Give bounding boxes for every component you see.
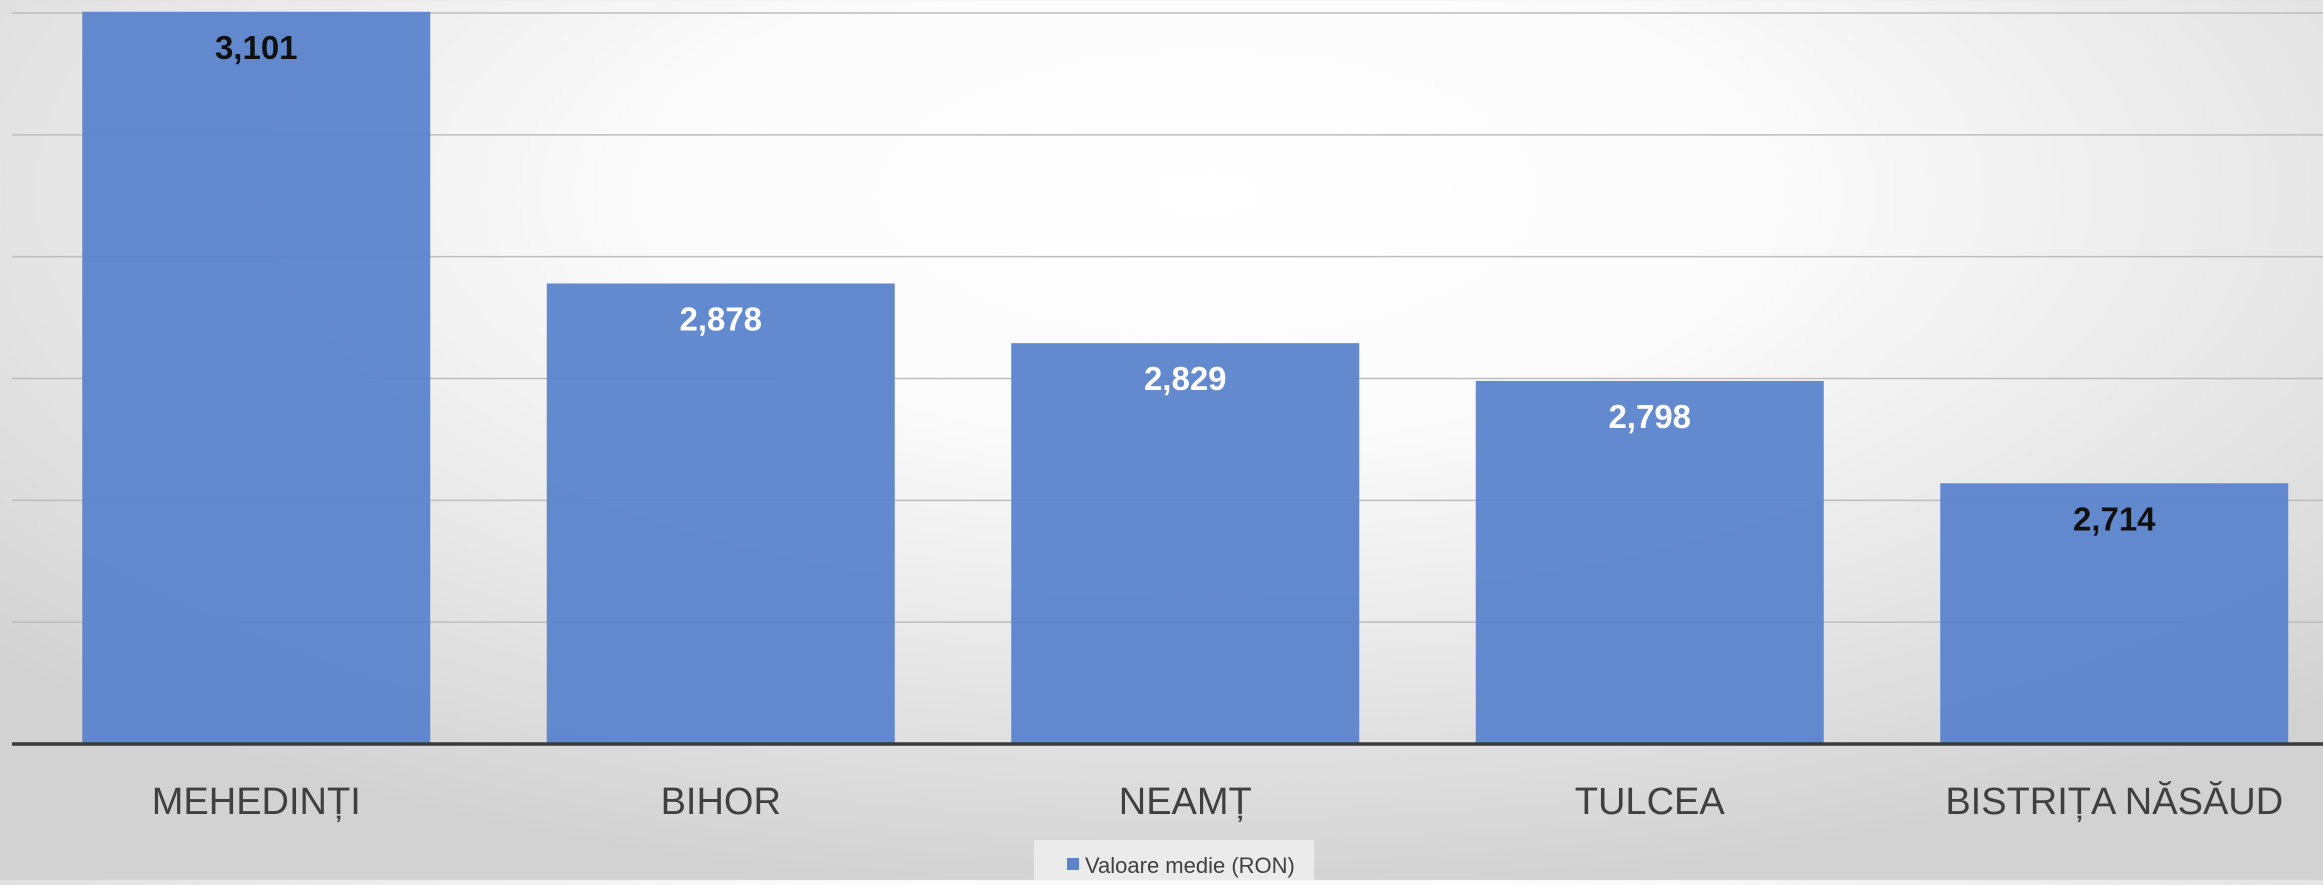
data-label: 2,714 [2073,500,2156,537]
data-labels: 3,101 2,878 2,829 2,798 2,714 [215,29,2156,537]
category-labels: MEHEDINȚI BIHOR NEAMȚ TULCEA BISTRIȚA NĂSĂUD [152,780,2283,823]
category-label: NEAMȚ [1119,781,1252,823]
category-label: TULCEA [1575,781,1726,823]
data-label: 3,101 [215,29,298,66]
data-label: 2,878 [679,300,762,337]
category-label: BIHOR [661,781,781,823]
data-label: 2,829 [1144,360,1227,397]
data-label: 2,798 [1608,398,1691,435]
legend-swatch [1067,858,1079,870]
category-label: BISTRIȚA NĂSĂUD [1945,780,2283,823]
bar [82,11,431,744]
bars [82,11,2289,744]
bar [546,283,895,744]
bar [1940,483,2289,744]
bar [1011,343,1360,744]
legend-background [1034,840,1314,880]
legend: Valoare medie (RON) [1034,840,1314,880]
category-label: MEHEDINȚI [152,781,361,823]
bar [1475,380,1824,744]
legend-label: Valoare medie (RON) [1085,853,1295,878]
